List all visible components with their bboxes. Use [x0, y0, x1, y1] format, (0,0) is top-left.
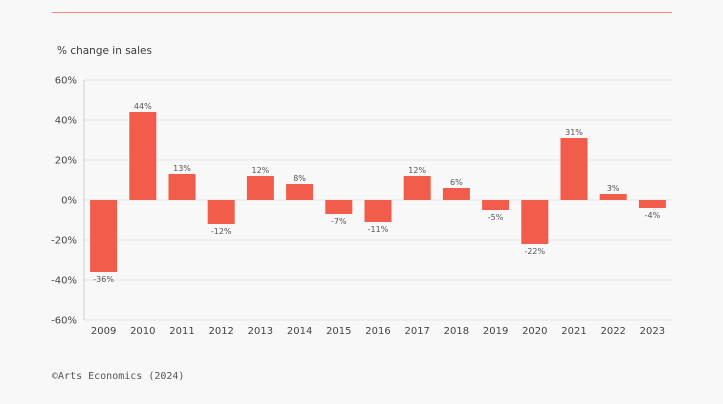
bar	[168, 174, 196, 200]
data-label: 13%	[173, 164, 191, 173]
data-label: -7%	[331, 217, 347, 226]
x-tick-label: 2020	[522, 326, 547, 337]
data-label: 31%	[565, 128, 583, 137]
x-tick-label: 2023	[640, 326, 665, 337]
y-tick-label: 60%	[55, 76, 77, 87]
data-label: -4%	[645, 211, 661, 220]
bar	[90, 200, 118, 272]
data-label: 12%	[408, 166, 426, 175]
bar	[599, 194, 627, 200]
data-label: 8%	[293, 174, 306, 183]
x-tick-label: 2011	[169, 326, 194, 337]
data-label: -22%	[524, 247, 545, 256]
bar	[442, 188, 470, 200]
data-label: -36%	[93, 275, 114, 284]
data-label: 3%	[607, 184, 620, 193]
y-tick-label: 20%	[55, 156, 77, 167]
y-tick-label: 0%	[61, 196, 77, 207]
data-label: 6%	[450, 178, 463, 187]
y-tick-label: -60%	[51, 316, 77, 327]
bar	[364, 200, 392, 222]
bar	[638, 200, 666, 208]
bar	[521, 200, 549, 244]
bar	[560, 138, 588, 200]
x-tick-label: 2015	[326, 326, 351, 337]
x-tick-label: 2018	[444, 326, 469, 337]
x-tick-label: 2012	[208, 326, 233, 337]
y-tick-label: 40%	[55, 116, 77, 127]
bar	[286, 184, 314, 200]
x-tick-label: 2022	[600, 326, 625, 337]
x-tick-label: 2017	[404, 326, 429, 337]
bar	[403, 176, 431, 200]
data-label: 44%	[134, 102, 152, 111]
bar	[482, 200, 510, 210]
bar	[129, 112, 157, 200]
bar	[246, 176, 274, 200]
x-tick-label: 2014	[287, 326, 312, 337]
y-axis-label: % change in sales	[57, 45, 152, 57]
x-tick-label: 2021	[561, 326, 586, 337]
data-label: -5%	[488, 213, 504, 222]
x-tick-label: 2016	[365, 326, 390, 337]
data-label: 12%	[252, 166, 270, 175]
y-tick-label: -40%	[51, 276, 77, 287]
source-credit: ©Arts Economics (2024)	[52, 371, 185, 382]
x-tick-label: 2019	[483, 326, 508, 337]
x-tick-label: 2009	[91, 326, 116, 337]
data-label: -11%	[368, 225, 389, 234]
x-tick-label: 2010	[130, 326, 155, 337]
x-tick-label: 2013	[248, 326, 273, 337]
data-label: -12%	[211, 227, 232, 236]
bar	[325, 200, 353, 214]
top-rule	[52, 12, 672, 13]
bar	[207, 200, 235, 224]
y-tick-label: -20%	[51, 236, 77, 247]
